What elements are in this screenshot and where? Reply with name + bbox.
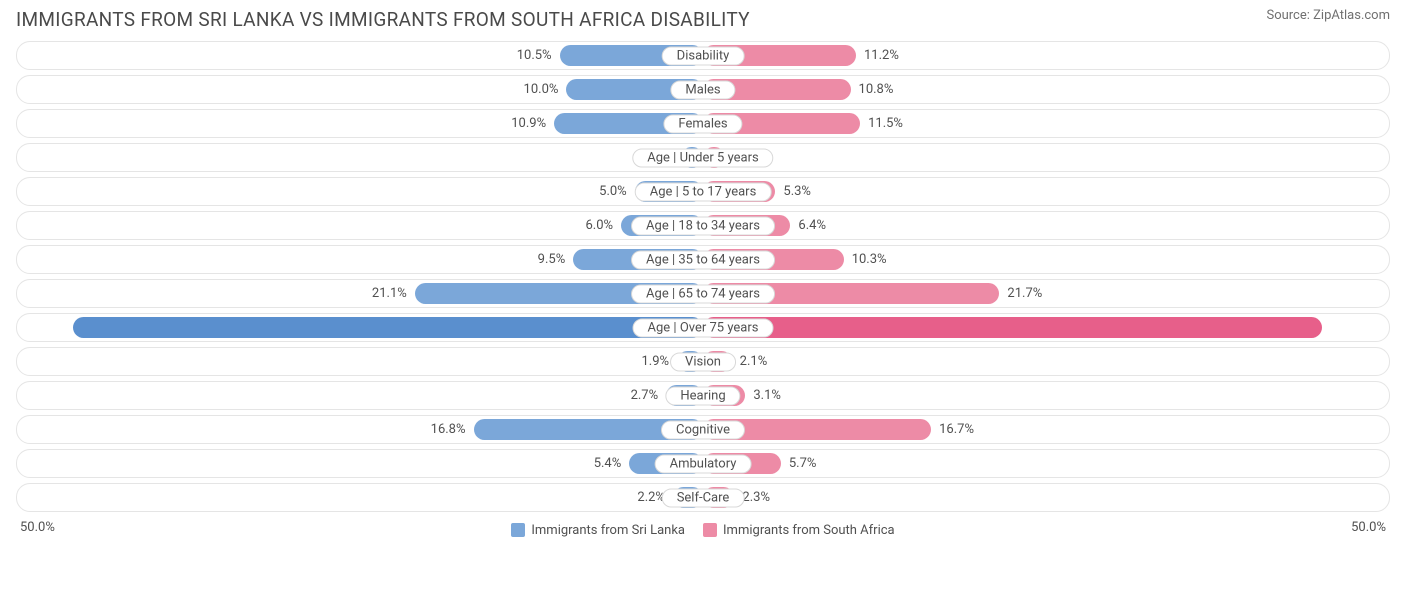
value-left: 9.5% [538, 249, 566, 270]
chart-header: IMMIGRANTS FROM SRI LANKA VS IMMIGRANTS … [0, 0, 1406, 35]
legend-label-right: Immigrants from South Africa [723, 523, 895, 538]
chart-row: 5.4% 5.7% Ambulatory [16, 449, 1390, 478]
value-right: 10.8% [859, 79, 894, 100]
legend-item-right: Immigrants from South Africa [703, 523, 895, 538]
value-right: 16.7% [939, 419, 974, 440]
value-right: 5.3% [783, 181, 811, 202]
row-label: Age | 35 to 64 years [631, 250, 775, 269]
chart-row: 9.5% 10.3% Age | 35 to 64 years [16, 245, 1390, 274]
chart-row: 2.2%2.3%Self-Care [16, 483, 1390, 512]
chart-row: 10.5% 11.2% Disability [16, 41, 1390, 70]
value-left: 46.1% [26, 317, 61, 338]
row-label: Age | Over 75 years [633, 318, 774, 337]
legend-swatch-right [703, 523, 717, 537]
row-label: Cognitive [661, 420, 745, 439]
value-left: 5.4% [594, 453, 622, 474]
value-left: 1.9% [641, 351, 669, 372]
row-label: Hearing [665, 386, 740, 405]
row-label: Disability [662, 46, 745, 65]
value-right: 11.5% [868, 113, 903, 134]
value-left: 10.0% [524, 79, 559, 100]
chart-title: IMMIGRANTS FROM SRI LANKA VS IMMIGRANTS … [16, 8, 750, 31]
chart-source: Source: ZipAtlas.com [1266, 8, 1390, 23]
value-right: 5.7% [789, 453, 817, 474]
value-right: 2.3% [742, 487, 770, 508]
row-label: Age | 5 to 17 years [635, 182, 772, 201]
value-left: 2.7% [631, 385, 659, 406]
chart-row: 10.0% 10.8% Males [16, 75, 1390, 104]
chart-row: 6.0% 6.4% Age | 18 to 34 years [16, 211, 1390, 240]
axis-max-left: 50.0% [20, 520, 55, 535]
axis-max-right: 50.0% [1351, 520, 1386, 535]
value-right: 45.3% [1345, 317, 1380, 338]
legend-label-left: Immigrants from Sri Lanka [531, 523, 685, 538]
chart-footer: 50.0% Immigrants from Sri Lanka Immigran… [0, 517, 1406, 543]
bar-right [703, 317, 1322, 338]
value-right: 6.4% [798, 215, 826, 236]
chart-row: 21.1% 21.7% Age | 65 to 74 years [16, 279, 1390, 308]
row-label: Age | Under 5 years [632, 148, 773, 167]
chart-row: 10.9% 11.5% Females [16, 109, 1390, 138]
row-label: Males [670, 80, 735, 99]
chart-row: 1.1%1.2%Age | Under 5 years [16, 143, 1390, 172]
value-right: 11.2% [864, 45, 899, 66]
value-right: 3.1% [753, 385, 781, 406]
row-label: Vision [670, 352, 736, 371]
value-right: 2.1% [740, 351, 768, 372]
row-label: Self-Care [662, 488, 745, 507]
row-label: Females [663, 114, 742, 133]
value-left: 6.0% [585, 215, 613, 236]
row-label: Ambulatory [655, 454, 752, 473]
row-label: Age | 18 to 34 years [631, 216, 775, 235]
chart-row: 16.8% 16.7% Cognitive [16, 415, 1390, 444]
value-left: 5.0% [599, 181, 627, 202]
legend-item-left: Immigrants from Sri Lanka [511, 523, 685, 538]
value-right: 10.3% [852, 249, 887, 270]
bar-left [73, 317, 703, 338]
legend-swatch-left [511, 523, 525, 537]
chart-row: 46.1% 45.3% Age | Over 75 years [16, 313, 1390, 342]
chart-row: 5.0% 5.3% Age | 5 to 17 years [16, 177, 1390, 206]
chart-row: 1.9% 2.1%Vision [16, 347, 1390, 376]
value-left: 10.9% [511, 113, 546, 134]
value-right: 21.7% [1007, 283, 1042, 304]
chart-row: 2.7% 3.1% Hearing [16, 381, 1390, 410]
chart-area: 10.5% 11.2% Disability 10.0% 10.8% Males 10.9%… [0, 35, 1406, 512]
value-left: 21.1% [372, 283, 407, 304]
row-label: Age | 65 to 74 years [631, 284, 775, 303]
value-left: 10.5% [517, 45, 552, 66]
value-left: 16.8% [431, 419, 466, 440]
